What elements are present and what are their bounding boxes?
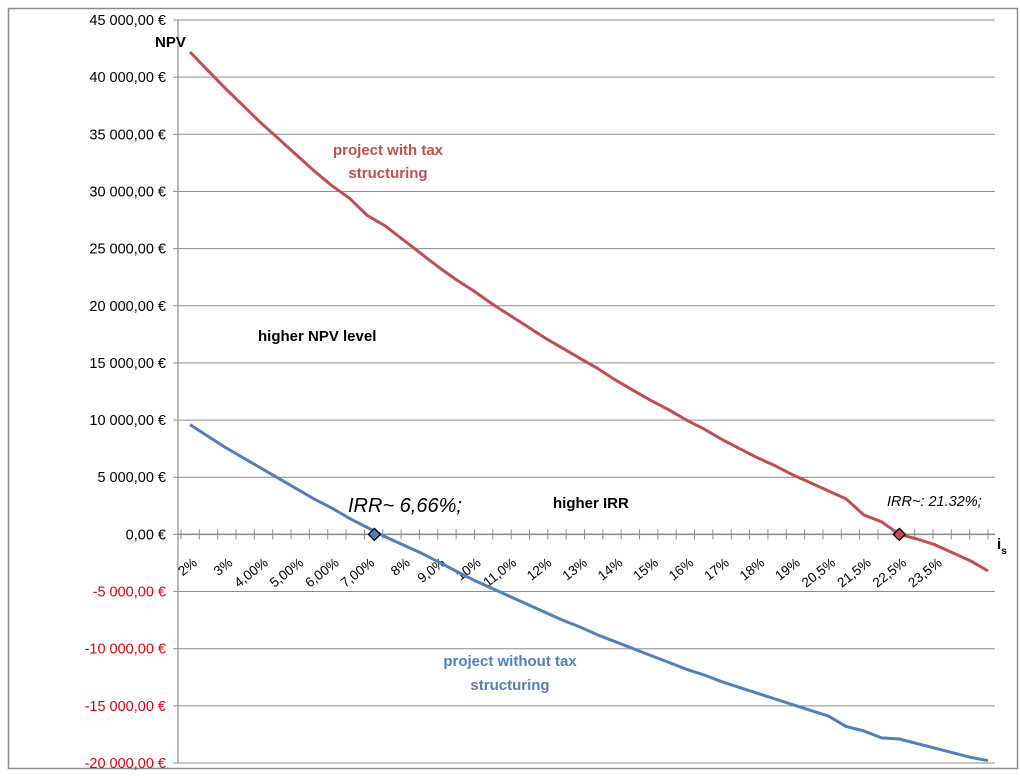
- x-tick-label: 12%: [524, 555, 555, 583]
- x-tick-label: 20,5%: [799, 555, 838, 590]
- y-tick-label: 20 000,00 €: [89, 299, 166, 315]
- x-tick-label: 18%: [737, 555, 768, 583]
- y-tick-label: 5 000,00 €: [97, 470, 166, 486]
- y-tick-label: -15 000,00 €: [85, 699, 166, 715]
- y-tick-label: 10 000,00 €: [89, 413, 166, 429]
- y-tick-label: 0,00 €: [126, 527, 166, 543]
- blue-series-label-line1: project without tax: [443, 653, 577, 670]
- chart-frame: [7, 7, 1019, 770]
- x-tick-label: 14%: [595, 555, 626, 583]
- grid-layer: [178, 19, 995, 764]
- x-tick-label: 3%: [211, 555, 236, 579]
- irr-markers: [367, 527, 907, 542]
- y-tick-label: 15 000,00 €: [89, 356, 166, 372]
- y-tick-label: 45 000,00 €: [89, 13, 166, 29]
- x-tick-label: 6,00%: [302, 555, 341, 590]
- x-axis-title-main: i: [997, 536, 1001, 553]
- x-tick-label: 16%: [666, 555, 697, 583]
- irr-marker: [367, 527, 382, 542]
- x-tick-label: 10%: [453, 555, 484, 583]
- y-tick-label: -20 000,00 €: [85, 756, 166, 771]
- y-axis: 45 000,00 € 40 000,00 € 35 000,00 € 30 000,…: [85, 13, 179, 772]
- y-tick-label: 35 000,00 €: [89, 127, 166, 143]
- x-tick-label: 17%: [701, 555, 732, 583]
- x-tick-label: 2%: [175, 555, 200, 579]
- x-tick-label: 15%: [630, 555, 661, 583]
- x-axis: 2% 3%4,00%5,00%6,00%7,00% 8% 9,0% 10%11,0% 12…: [175, 529, 995, 590]
- series-layer: [188, 50, 989, 763]
- irr-label-without-tax: IRR~ 6,66%;: [348, 495, 462, 517]
- y-tick-label: -10 000,00 €: [85, 642, 166, 658]
- irr-label-with-tax: IRR~: 21.32%;: [887, 494, 982, 510]
- red-series-label-line1: project with tax: [333, 142, 444, 159]
- x-tick-label: 13%: [559, 555, 590, 583]
- y-tick-label: -5 000,00 €: [93, 585, 166, 601]
- blue-series-label-line2: structuring: [470, 677, 549, 694]
- higher-irr-label: higher IRR: [553, 495, 629, 512]
- x-tick-label: 22,5%: [870, 555, 909, 590]
- y-tick-label: 40 000,00 €: [89, 70, 166, 86]
- irr-marker: [892, 527, 907, 542]
- x-tick-label: 8%: [388, 555, 413, 579]
- x-tick-label: 23,5%: [905, 555, 944, 590]
- y-tick-label: 30 000,00 €: [89, 184, 166, 200]
- x-tick-label: 21,5%: [834, 555, 873, 590]
- x-tick-label: 5,00%: [267, 555, 306, 590]
- y-tick-label: 25 000,00 €: [89, 242, 166, 258]
- higher-npv-label: higher NPV level: [258, 328, 376, 345]
- x-tick-label: 4,00%: [231, 555, 270, 590]
- series-line: [189, 423, 989, 763]
- red-series-label-line2: structuring: [348, 165, 427, 182]
- x-axis-title: is: [997, 536, 1007, 557]
- series-line: [188, 50, 989, 573]
- x-tick-label: 7,00%: [338, 555, 377, 590]
- x-axis-title-sub: s: [1001, 546, 1007, 557]
- y-axis-title: NPV: [155, 34, 186, 51]
